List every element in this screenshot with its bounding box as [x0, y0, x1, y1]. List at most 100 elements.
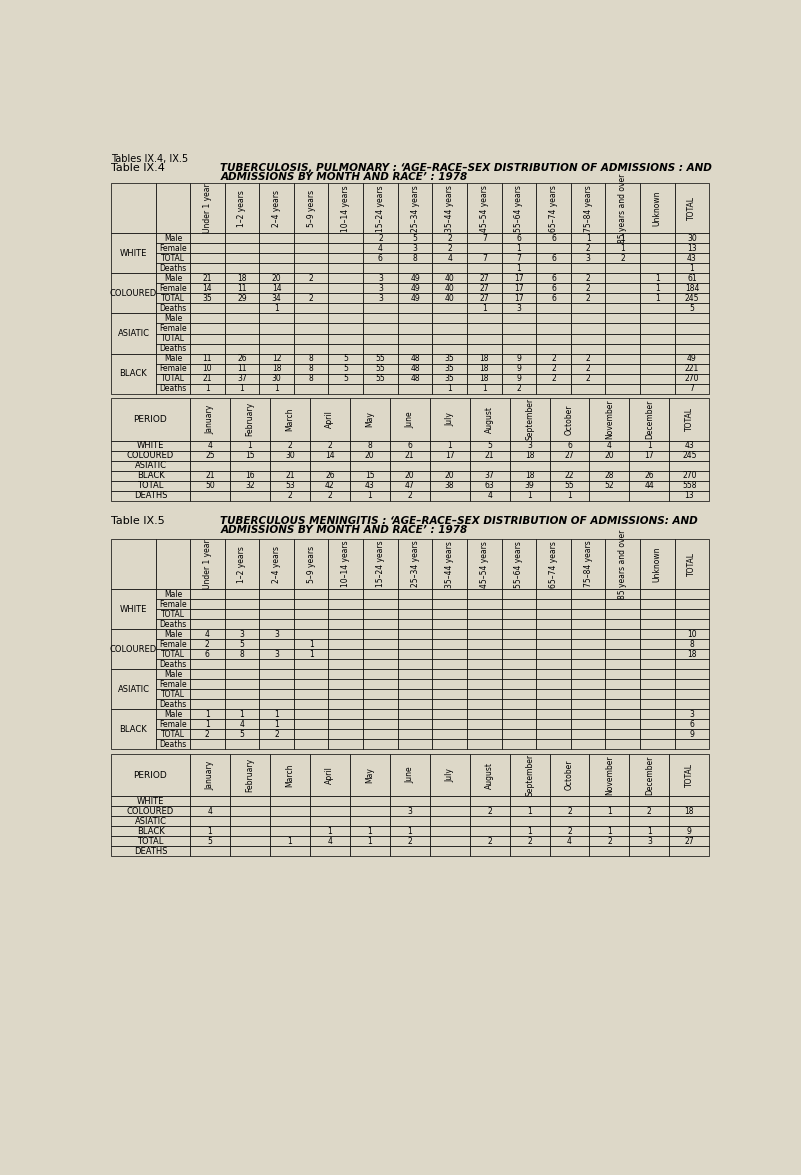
- Text: 4: 4: [239, 720, 244, 728]
- Text: May: May: [365, 411, 374, 428]
- Bar: [111, 797, 190, 806]
- Bar: [260, 294, 294, 303]
- Bar: [469, 450, 509, 461]
- Text: 85 years and over: 85 years and over: [618, 530, 627, 599]
- Text: 2: 2: [487, 807, 492, 815]
- Text: 2: 2: [567, 807, 572, 815]
- Bar: [501, 670, 536, 679]
- Bar: [467, 363, 501, 374]
- Bar: [294, 263, 328, 274]
- Text: TOTAL: TOTAL: [137, 481, 163, 490]
- Bar: [224, 274, 260, 283]
- Text: 37: 37: [237, 374, 247, 383]
- Bar: [190, 383, 224, 394]
- Text: TUBERCULOSIS, PULMONARY : ‘AGE–RACE–SEX DISTRIBUTION OF ADMISSIONS : AND: TUBERCULOSIS, PULMONARY : ‘AGE–RACE–SEX …: [220, 162, 712, 173]
- Text: 5: 5: [690, 304, 694, 313]
- Bar: [230, 461, 270, 470]
- Bar: [509, 846, 549, 857]
- Bar: [630, 837, 670, 846]
- Text: 2: 2: [447, 234, 452, 243]
- Bar: [674, 589, 709, 599]
- Bar: [501, 254, 536, 263]
- Bar: [363, 354, 398, 363]
- Bar: [260, 323, 294, 334]
- Bar: [350, 826, 390, 837]
- Bar: [674, 263, 709, 274]
- Bar: [398, 374, 433, 383]
- Bar: [398, 609, 433, 619]
- Bar: [260, 183, 294, 234]
- Bar: [674, 254, 709, 263]
- Text: 1–2 years: 1–2 years: [237, 190, 247, 227]
- Text: 1: 1: [607, 807, 612, 815]
- Bar: [630, 797, 670, 806]
- Text: BLACK: BLACK: [137, 471, 164, 481]
- Bar: [571, 539, 606, 589]
- Bar: [398, 354, 433, 363]
- Text: 85 years and over: 85 years and over: [618, 174, 627, 243]
- Bar: [224, 619, 260, 629]
- Text: 6: 6: [551, 284, 556, 293]
- Bar: [190, 589, 224, 599]
- Bar: [640, 243, 674, 254]
- Text: DEATHS: DEATHS: [134, 491, 167, 501]
- Text: 2: 2: [586, 354, 590, 363]
- Text: Male: Male: [164, 590, 182, 598]
- Bar: [111, 274, 156, 314]
- Text: 53: 53: [285, 481, 295, 490]
- Bar: [398, 619, 433, 629]
- Bar: [111, 470, 190, 481]
- Bar: [260, 589, 294, 599]
- Text: 1: 1: [482, 304, 487, 313]
- Bar: [260, 719, 294, 730]
- Text: 22: 22: [565, 471, 574, 481]
- Text: 42: 42: [325, 481, 335, 490]
- Bar: [536, 710, 571, 719]
- Text: 15–24 years: 15–24 years: [376, 540, 385, 588]
- Bar: [640, 323, 674, 334]
- Text: 6: 6: [205, 650, 210, 659]
- Bar: [156, 609, 190, 619]
- Bar: [156, 719, 190, 730]
- Text: 1: 1: [368, 827, 372, 835]
- Text: 221: 221: [685, 364, 699, 372]
- Text: 21: 21: [203, 374, 212, 383]
- Text: 49: 49: [410, 274, 420, 283]
- Bar: [501, 334, 536, 343]
- Bar: [549, 481, 590, 491]
- Bar: [328, 609, 363, 619]
- Text: 10–14 years: 10–14 years: [341, 184, 350, 231]
- Bar: [190, 323, 224, 334]
- Text: ASIATIC: ASIATIC: [135, 817, 167, 826]
- Bar: [536, 363, 571, 374]
- Text: 1: 1: [368, 491, 372, 501]
- Text: June: June: [405, 767, 414, 784]
- Bar: [501, 363, 536, 374]
- Bar: [571, 599, 606, 609]
- Text: 5: 5: [344, 354, 348, 363]
- Bar: [674, 679, 709, 690]
- Text: 2: 2: [567, 827, 572, 835]
- Text: Male: Male: [164, 354, 182, 363]
- Bar: [156, 283, 190, 294]
- Bar: [390, 754, 429, 797]
- Bar: [224, 374, 260, 383]
- Bar: [467, 183, 501, 234]
- Bar: [536, 374, 571, 383]
- Text: 270: 270: [685, 374, 699, 383]
- Bar: [260, 539, 294, 589]
- Bar: [536, 719, 571, 730]
- Bar: [571, 730, 606, 739]
- Text: 16: 16: [245, 471, 255, 481]
- Bar: [260, 629, 294, 639]
- Bar: [536, 650, 571, 659]
- Bar: [398, 699, 433, 710]
- Bar: [224, 234, 260, 243]
- Text: 1: 1: [207, 827, 212, 835]
- Text: 8: 8: [309, 364, 313, 372]
- Text: 4: 4: [207, 807, 212, 815]
- Bar: [350, 846, 390, 857]
- Bar: [260, 619, 294, 629]
- Bar: [190, 470, 230, 481]
- Text: TOTAL: TOTAL: [161, 650, 185, 659]
